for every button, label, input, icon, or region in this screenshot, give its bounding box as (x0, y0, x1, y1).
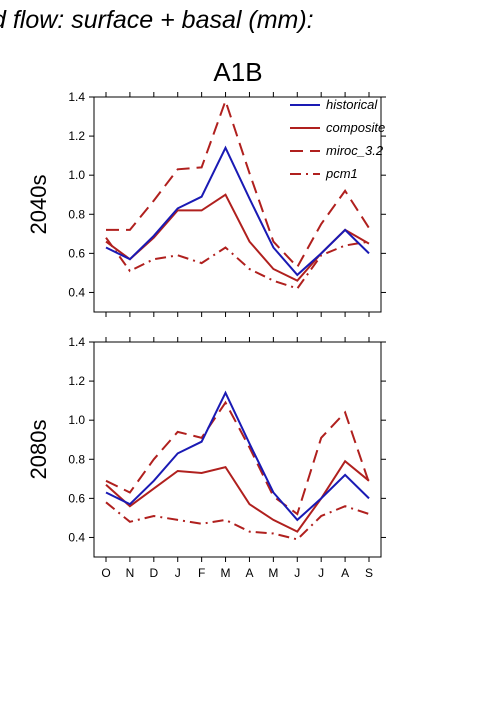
y-axis-label: 2040s (26, 175, 51, 235)
x-tick-label: M (221, 566, 231, 580)
legend-label: pcm1 (325, 166, 358, 181)
y-tick-label: 0.4 (68, 530, 85, 544)
series-line-composite (105, 193, 370, 282)
series-line-miroc-3-2 (105, 400, 370, 516)
series-line-historical (105, 145, 370, 277)
x-tick-label: S (365, 566, 373, 580)
chart-legend: historical composite miroc_3.2 pcm1 (290, 97, 385, 181)
series-line-historical (105, 390, 370, 522)
x-tick-label: J (175, 566, 181, 580)
x-tick-label: N (126, 566, 135, 580)
y-tick-label: 0.6 (68, 246, 85, 260)
y-tick-label: 1.4 (68, 335, 85, 349)
y-tick-label: 0.8 (68, 207, 85, 221)
x-tick-label: O (101, 566, 110, 580)
y-axis-label: 2080s (26, 420, 51, 480)
page-title: d flow: surface + basal (mm): (0, 6, 314, 34)
plot-frame (93, 341, 382, 558)
legend-label: miroc_3.2 (326, 143, 384, 158)
series-line-pcm1 (105, 501, 370, 541)
legend-label: composite (326, 120, 385, 135)
y-tick-label: 1.2 (68, 374, 85, 388)
y-tick-label: 1.0 (68, 413, 85, 427)
y-tick-label: 0.4 (68, 285, 85, 299)
y-tick-label: 1.4 (68, 90, 85, 104)
y-tick-label: 0.8 (68, 452, 85, 466)
x-tick-label: J (294, 566, 300, 580)
chart-panels: 0.4 0.6 0.8 1.0 1.2 1.4 2040s historical composi… (26, 90, 386, 580)
x-tick-label: M (268, 566, 278, 580)
x-tick-label: F (198, 566, 205, 580)
series-line-pcm1 (105, 237, 370, 290)
plot-frame (93, 96, 382, 313)
series-line-composite (105, 459, 370, 533)
legend-label: historical (326, 97, 378, 112)
scenario-title: A1B (213, 57, 262, 87)
x-tick-label: D (149, 566, 158, 580)
x-tick-label: J (318, 566, 324, 580)
y-tick-label: 1.2 (68, 129, 85, 143)
y-tick-label: 1.0 (68, 168, 85, 182)
x-tick-label: A (341, 566, 349, 580)
chart-panel-1: 0.4 0.6 0.8 1.0 1.2 1.4 2040s historical composi… (26, 90, 386, 317)
y-tick-label: 0.6 (68, 491, 85, 505)
x-tick-label: A (245, 566, 253, 580)
